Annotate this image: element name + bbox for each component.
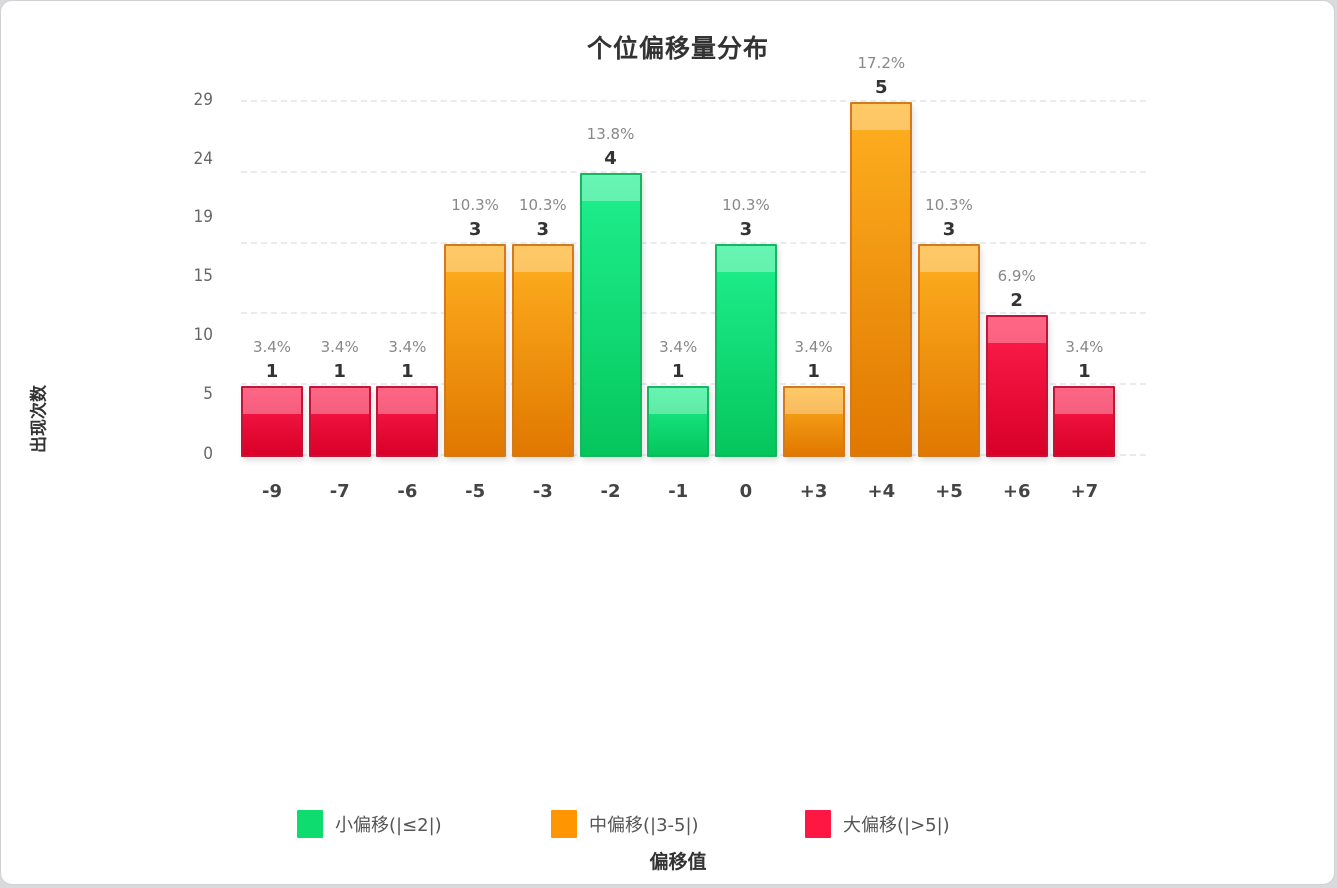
bar-percent-label: 3.4% (252, 338, 292, 356)
bar-percent-label: 10.3% (451, 196, 499, 214)
bar-+7[interactable] (1053, 386, 1116, 457)
bar-0[interactable] (714, 244, 777, 457)
x-tick-label: -6 (397, 481, 418, 502)
legend-swatch-small (297, 810, 323, 838)
bar-value-label: 3 (468, 219, 482, 240)
bar-highlight (581, 175, 640, 201)
bar-percent-label: 3.4% (320, 338, 359, 356)
bar--2[interactable] (579, 173, 642, 457)
bar-percent-label: 13.8% (586, 125, 635, 143)
x-tick-label: +5 (935, 481, 963, 502)
y-tick-label: 5 (203, 384, 213, 404)
bar--1[interactable] (647, 386, 710, 457)
x-tick-label: -7 (329, 481, 350, 502)
gridline (241, 383, 1146, 385)
bar-highlight (716, 246, 775, 272)
legend-swatch-medium (551, 810, 577, 838)
legend-item-medium[interactable]: 中偏移(|3-5|) (551, 809, 699, 839)
x-tick-label: -1 (668, 481, 689, 502)
legend-item-large[interactable]: 大偏移(|>5|) (805, 809, 950, 839)
x-axis-label: 偏移值 (649, 851, 707, 873)
bar-value-label: 1 (1078, 361, 1091, 382)
bar-percent-label: 10.3% (518, 196, 567, 214)
bar-highlight (1055, 388, 1114, 414)
bar-highlight (852, 104, 911, 130)
bar-highlight (784, 388, 843, 414)
bar-value-label: 5 (875, 77, 888, 98)
bar-value-label: 1 (333, 361, 346, 382)
bar-+5[interactable] (918, 244, 980, 457)
bar-highlight (987, 317, 1046, 343)
gridline (241, 312, 1146, 314)
y-tick-label: 0 (203, 444, 213, 464)
plot-area: 0 5 10 15 19 24 29 1 3.4% -9 1 3.4% -7 1 3.4% -6 3 10.3% -… (1, 1, 1337, 521)
x-tick-label: +4 (867, 481, 896, 502)
bar-value-label: 2 (1010, 290, 1023, 311)
bar-+6[interactable] (985, 315, 1048, 457)
gridline (241, 100, 1146, 102)
legend-item-small[interactable]: 小偏移(|≤2|) (297, 809, 442, 839)
y-tick-label: 19 (193, 207, 213, 227)
bar--5[interactable] (444, 244, 507, 457)
bar-percent-label: 6.9% (997, 267, 1036, 285)
bar-percent-label: 3.4% (794, 338, 833, 356)
x-tick-label: +6 (1002, 481, 1031, 502)
x-tick-label: 0 (739, 481, 753, 502)
bar-highlight (243, 388, 301, 414)
bar-percent-label: 3.4% (1065, 338, 1104, 356)
bar-value-label: 1 (807, 361, 820, 382)
bar-value-label: 1 (401, 361, 414, 382)
bar--7[interactable] (308, 386, 371, 457)
bar-percent-label: 17.2% (857, 54, 906, 72)
x-tick-label: +7 (1070, 481, 1099, 502)
bar-highlight (649, 388, 708, 414)
bar-highlight (513, 246, 572, 272)
legend-label-medium: 中偏移(|3-5|) (589, 815, 699, 836)
bar--6[interactable] (376, 386, 439, 457)
y-axis-label: 出现次数 (29, 385, 50, 453)
bar-+4[interactable] (850, 102, 913, 457)
bar-highlight (446, 246, 505, 272)
bar-highlight (310, 388, 369, 414)
bar-highlight (378, 388, 437, 414)
legend-swatch-large (805, 810, 831, 838)
bar-value-label: 3 (536, 219, 550, 240)
x-tick-label: -9 (262, 481, 282, 502)
bar--9[interactable] (241, 386, 303, 457)
bar-percent-label: 10.3% (722, 196, 770, 214)
x-tick-label: -3 (532, 481, 553, 502)
x-tick-label: -2 (600, 481, 621, 502)
bar-percent-label: 10.3% (925, 196, 973, 214)
x-tick-label: -5 (465, 481, 486, 502)
gridline (241, 171, 1146, 173)
bar-value-label: 1 (265, 361, 279, 382)
bar-highlight (920, 246, 978, 272)
bar-+3[interactable] (782, 386, 845, 457)
bar-percent-label: 3.4% (388, 338, 427, 356)
y-tick-label: 15 (193, 266, 213, 286)
bar--3[interactable] (511, 244, 574, 457)
y-tick-label: 29 (193, 90, 213, 110)
bar-value-label: 3 (942, 219, 956, 240)
gridline (241, 242, 1146, 244)
bar-value-label: 1 (671, 361, 685, 382)
legend-label-small: 小偏移(|≤2|) (335, 815, 442, 836)
x-tick-label: +3 (799, 481, 828, 502)
y-tick-label: 24 (193, 149, 213, 169)
y-tick-label: 10 (193, 325, 213, 345)
bar-percent-label: 3.4% (659, 338, 698, 356)
legend-label-large: 大偏移(|>5|) (843, 815, 950, 836)
bar-value-label: 4 (604, 148, 617, 169)
bar-value-label: 3 (739, 219, 753, 240)
chart-title: 个位偏移量分布 (586, 34, 769, 63)
